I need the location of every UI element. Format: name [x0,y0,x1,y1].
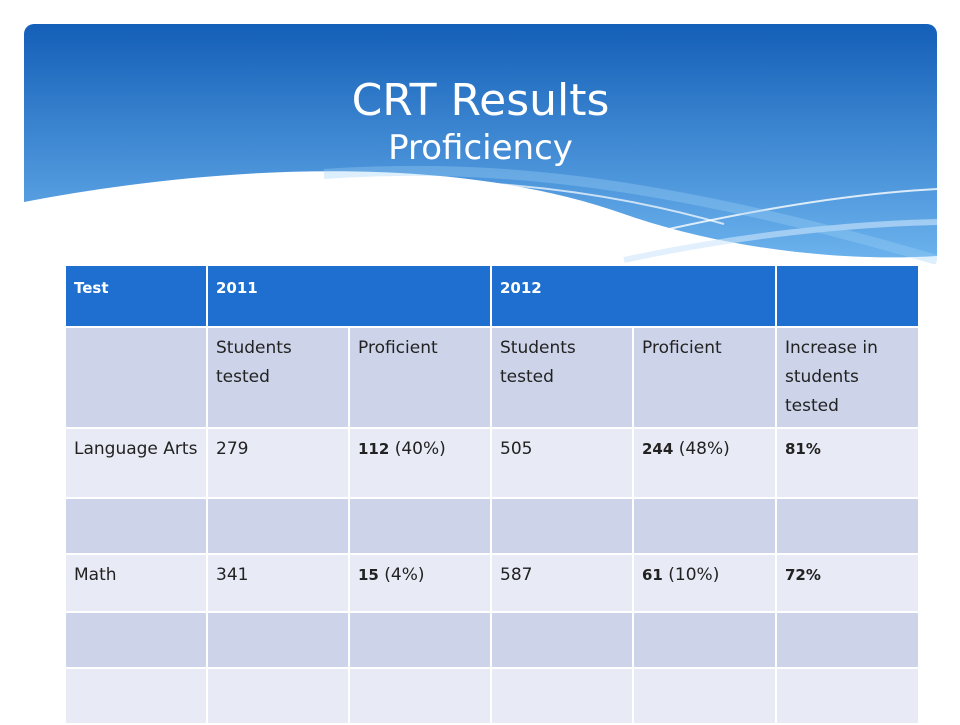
table-row: Math 341 15 (4%) 587 61 (10%) 72% [64,553,920,613]
tested-2012-cell: 505 [490,427,634,499]
table-row-empty [64,497,920,555]
subheader-cell: Proficient [348,326,492,429]
proficient-2011-cell: 112 (40%) [348,427,492,499]
subheader-cell: Proficient [632,326,777,429]
empty-cell [632,667,777,725]
slide-subtitle: Proficiency [388,128,573,168]
table-subheader-row: Students tested Proficient Students test… [64,326,920,429]
table-header-row: Test 2011 2012 [64,264,920,328]
proficient-count: 244 [642,440,674,458]
proficient-percent: (10%) [662,565,720,585]
tested-2012-cell: 587 [490,553,634,613]
proficient-count: 61 [642,566,663,584]
test-name-cell: Language Arts [64,427,208,499]
subheader-cell: Students tested [206,326,350,429]
tested-2011-cell: 341 [206,553,350,613]
proficient-percent: (4%) [378,565,425,585]
empty-cell [348,667,492,725]
subheader-cell: Students tested [490,326,634,429]
empty-cell [206,497,350,555]
empty-cell [775,667,920,725]
empty-cell [775,497,920,555]
header-blank [775,264,920,328]
empty-cell [490,667,634,725]
table-row-empty [64,667,920,725]
subheader-cell: Increase in students tested [775,326,920,429]
empty-cell [348,497,492,555]
increase-cell: 72% [775,553,920,613]
subheader-cell [64,326,208,429]
crt-results-table: Test 2011 2012 Students tested Proficien… [64,264,920,725]
title-banner: CRT Results Proficiency [24,24,937,264]
empty-cell [64,497,208,555]
empty-cell [206,611,350,669]
proficient-2011-cell: 15 (4%) [348,553,492,613]
empty-cell [775,611,920,669]
header-2011: 2011 [206,264,492,328]
proficient-2012-cell: 61 (10%) [632,553,777,613]
proficient-percent: (48%) [673,439,730,459]
proficient-2012-cell: 244 (48%) [632,427,777,499]
increase-cell: 81% [775,427,920,499]
tested-2011-cell: 279 [206,427,350,499]
empty-cell [490,497,634,555]
table-row-empty [64,611,920,669]
proficient-count: 15 [358,566,379,584]
header-2012: 2012 [490,264,777,328]
empty-cell [632,497,777,555]
proficient-percent: (40%) [389,439,446,459]
empty-cell [632,611,777,669]
empty-cell [490,611,634,669]
proficient-count: 112 [358,440,390,458]
empty-cell [64,667,208,725]
empty-cell [348,611,492,669]
header-test: Test [64,264,208,328]
empty-cell [64,611,208,669]
results-table-container: Test 2011 2012 Students tested Proficien… [64,264,920,725]
table-row: Language Arts 279 112 (40%) 505 244 (48%… [64,427,920,499]
slide-title: CRT Results [351,75,610,126]
banner-wave-graphic [24,24,937,264]
empty-cell [206,667,350,725]
test-name-cell: Math [64,553,208,613]
